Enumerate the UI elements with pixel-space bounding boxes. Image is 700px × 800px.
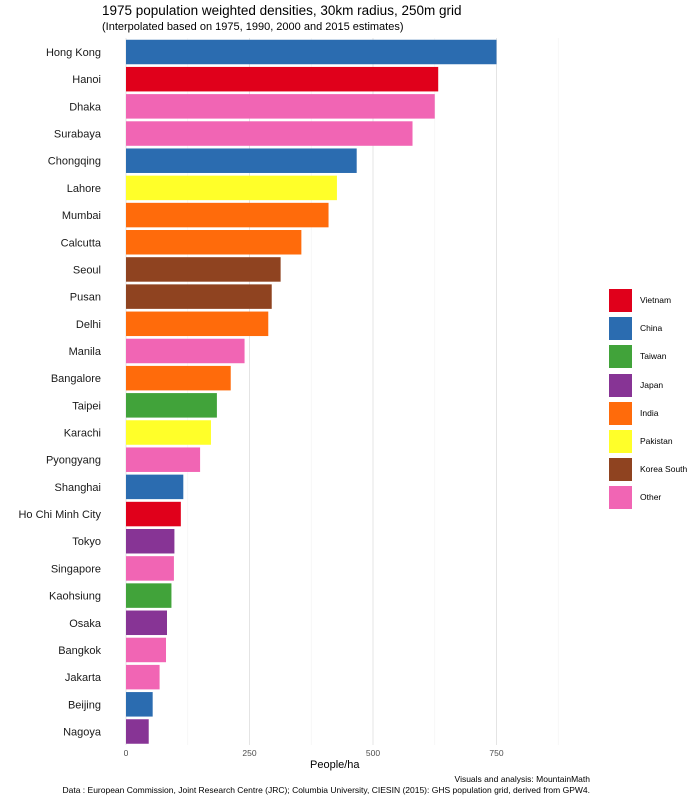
bar-karachi bbox=[126, 420, 211, 445]
credit-caption: Visuals and analysis: MountainMath bbox=[454, 774, 590, 784]
category-label-kaohsiung: Kaohsiung bbox=[49, 591, 101, 603]
x-tick-label: 500 bbox=[366, 748, 380, 758]
category-label-pyongyang: Pyongyang bbox=[46, 455, 101, 467]
category-label-dhaka: Dhaka bbox=[69, 101, 102, 113]
category-label-nagoya: Nagoya bbox=[63, 727, 102, 739]
bar-dhaka bbox=[126, 94, 435, 119]
bar-calcutta bbox=[126, 230, 302, 255]
category-label-shanghai: Shanghai bbox=[55, 482, 102, 494]
legend-swatch-vietnam bbox=[609, 289, 632, 312]
bar-manila bbox=[126, 338, 245, 364]
category-label-jakarta: Jakarta bbox=[65, 672, 102, 684]
legend-label-pakistan: Pakistan bbox=[640, 435, 673, 446]
bar-shanghai bbox=[126, 474, 184, 500]
category-label-chongqing: Chongqing bbox=[48, 156, 101, 168]
legend-swatch-india bbox=[609, 401, 632, 425]
category-label-hanoi: Hanoi bbox=[72, 74, 101, 86]
bar-taipei bbox=[126, 393, 217, 418]
category-label-seoul: Seoul bbox=[73, 264, 101, 276]
bar-pusan bbox=[126, 284, 272, 309]
bar-bangkok bbox=[126, 637, 167, 663]
bar-nagoya bbox=[126, 719, 149, 744]
bar-chongqing bbox=[126, 148, 357, 173]
legend-label-china: China bbox=[640, 323, 663, 334]
legend-swatch-japan bbox=[609, 373, 632, 397]
legend-swatch-pakistan bbox=[609, 429, 632, 453]
category-label-delhi: Delhi bbox=[76, 319, 101, 331]
data-source-caption: Data : European Commission, Joint Resear… bbox=[62, 785, 590, 795]
category-label-mumbai: Mumbai bbox=[62, 210, 101, 222]
bar-lahore bbox=[126, 175, 337, 201]
category-label-ho-chi-minh-city: Ho Chi Minh City bbox=[18, 509, 101, 521]
bar-beijing bbox=[126, 692, 153, 717]
x-axis-label: People/ha bbox=[310, 759, 360, 771]
legend-swatch-other bbox=[609, 486, 632, 510]
category-label-karachi: Karachi bbox=[64, 428, 101, 440]
x-tick-label: 250 bbox=[242, 748, 256, 758]
bar-ho-chi-minh-city bbox=[126, 501, 181, 527]
legend-swatch-korea-south bbox=[609, 458, 632, 482]
bar-singapore bbox=[126, 556, 174, 581]
bar-seoul bbox=[126, 257, 281, 282]
category-label-singapore: Singapore bbox=[51, 563, 101, 575]
legend-label-japan: Japan bbox=[640, 379, 664, 390]
category-label-manila: Manila bbox=[69, 346, 102, 358]
category-label-beijing: Beijing bbox=[68, 699, 101, 711]
bar-pyongyang bbox=[126, 447, 201, 472]
category-label-tokyo: Tokyo bbox=[72, 536, 101, 548]
bar-tokyo bbox=[126, 528, 175, 554]
bar-delhi bbox=[126, 311, 269, 337]
legend-label-taiwan: Taiwan bbox=[640, 351, 667, 362]
legend-swatch-china bbox=[609, 317, 632, 341]
legend-label-other: Other bbox=[640, 492, 662, 503]
legend-label-vietnam: Vietnam bbox=[640, 295, 672, 305]
category-label-hong-kong: Hong Kong bbox=[46, 47, 101, 59]
chart-subtitle: (Interpolated based on 1975, 1990, 2000 … bbox=[102, 21, 404, 33]
x-tick-label: 750 bbox=[489, 748, 503, 758]
bar-hanoi bbox=[126, 66, 439, 92]
bar-mumbai bbox=[126, 202, 329, 228]
category-label-calcutta: Calcutta bbox=[61, 237, 102, 249]
x-tick-label: 0 bbox=[124, 748, 129, 758]
bar-kaohsiung bbox=[126, 583, 172, 608]
category-label-pusan: Pusan bbox=[70, 292, 101, 304]
category-label-bangalore: Bangalore bbox=[51, 373, 101, 385]
legend-label-korea-south: Korea South bbox=[640, 464, 688, 475]
bar-hong-kong bbox=[126, 39, 497, 65]
category-label-taipei: Taipei bbox=[72, 400, 101, 412]
legend-swatch-taiwan bbox=[609, 345, 632, 369]
category-label-bangkok: Bangkok bbox=[58, 645, 101, 657]
category-label-osaka: Osaka bbox=[69, 618, 102, 630]
legend-label-india: India bbox=[640, 407, 659, 418]
bar-surabaya bbox=[126, 121, 413, 146]
bar-osaka bbox=[126, 610, 168, 636]
category-label-lahore: Lahore bbox=[67, 183, 101, 195]
bar-bangalore bbox=[126, 365, 231, 391]
bar-jakarta bbox=[126, 664, 160, 690]
chart-title: 1975 population weighted densities, 30km… bbox=[102, 3, 462, 18]
category-label-surabaya: Surabaya bbox=[54, 129, 102, 141]
